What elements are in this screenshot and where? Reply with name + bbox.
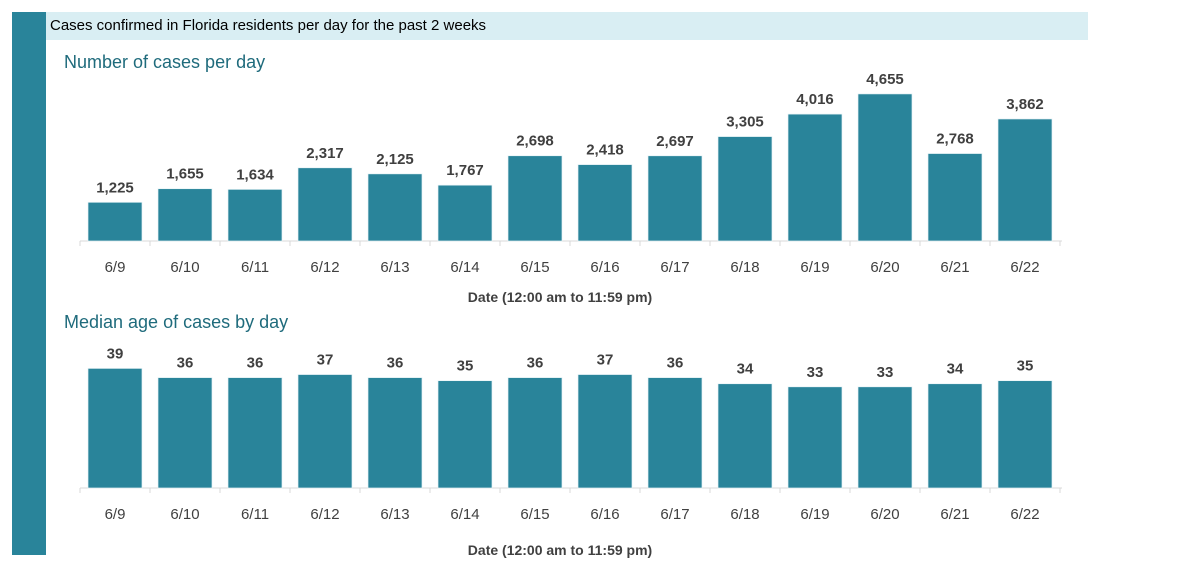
x-tick-label: 6/13 (380, 506, 409, 523)
chart-title-cases: Number of cases per day (64, 52, 266, 72)
bar (927, 383, 983, 489)
x-tick-label: 6/18 (730, 259, 759, 276)
data-label: 36 (667, 355, 684, 372)
data-label: 36 (527, 355, 544, 372)
x-tick-label: 6/17 (660, 259, 689, 276)
data-label: 2,768 (936, 131, 974, 148)
data-label: 36 (387, 355, 404, 372)
x-tick-label: 6/20 (870, 506, 899, 523)
data-label: 35 (1017, 358, 1034, 375)
bar (437, 380, 493, 489)
section-header: Cases confirmed in Florida residents per… (46, 12, 1088, 40)
bar (367, 173, 423, 242)
bar (997, 380, 1053, 489)
data-label: 4,655 (866, 71, 904, 88)
bar (647, 377, 703, 489)
bar (997, 118, 1053, 242)
x-tick-label: 6/16 (590, 506, 619, 523)
x-tick-label: 6/17 (660, 506, 689, 523)
x-tick-label: 6/21 (940, 506, 969, 523)
x-tick-label: 6/18 (730, 506, 759, 523)
x-tick-label: 6/13 (380, 259, 409, 276)
x-tick-label: 6/12 (310, 259, 339, 276)
x-tick-label: 6/10 (170, 506, 199, 523)
bar (507, 377, 563, 489)
x-tick-label: 6/11 (241, 259, 269, 276)
x-tick-label: 6/12 (310, 506, 339, 523)
x-tick-label: 6/21 (940, 259, 969, 276)
data-label: 4,016 (796, 91, 834, 108)
accent-sidebar (12, 12, 46, 555)
data-label: 33 (807, 364, 824, 381)
data-label: 2,698 (516, 133, 554, 150)
data-label: 2,125 (376, 151, 414, 168)
x-tick-label: 6/15 (520, 259, 549, 276)
bar (297, 167, 353, 242)
bar (507, 155, 563, 242)
bar (857, 386, 913, 489)
bar (367, 377, 423, 489)
data-label: 33 (877, 364, 894, 381)
bar (717, 383, 773, 489)
x-tick-label: 6/19 (800, 506, 829, 523)
x-tick-label: 6/19 (800, 259, 829, 276)
data-label: 2,317 (306, 145, 344, 162)
bar (437, 184, 493, 242)
data-label: 2,697 (656, 133, 694, 150)
x-tick-label: 6/14 (450, 506, 479, 523)
bar (577, 374, 633, 489)
data-label: 35 (457, 358, 474, 375)
bar (157, 188, 213, 242)
bar (787, 113, 843, 242)
data-label: 1,225 (96, 179, 134, 196)
x-tick-label: 6/9 (105, 259, 126, 276)
bar (857, 93, 913, 242)
bar (87, 368, 143, 489)
data-label: 36 (247, 355, 264, 372)
bar (717, 136, 773, 242)
data-label: 34 (947, 361, 964, 378)
x-tick-label: 6/14 (450, 259, 479, 276)
x-tick-label: 6/16 (590, 259, 619, 276)
x-tick-label: 6/15 (520, 506, 549, 523)
data-label: 3,305 (726, 114, 764, 131)
bar (297, 374, 353, 489)
data-label: 36 (177, 355, 194, 372)
bar (787, 386, 843, 489)
chart-title-age: Median age of cases by day (64, 312, 289, 332)
x-tick-label: 6/10 (170, 259, 199, 276)
bar (157, 377, 213, 489)
data-label: 37 (597, 352, 614, 369)
x-tick-label: 6/9 (105, 506, 126, 523)
section-title: Cases confirmed in Florida residents per… (50, 17, 487, 34)
data-label: 3,862 (1006, 96, 1044, 113)
data-label: 1,767 (446, 162, 484, 179)
bar (647, 155, 703, 242)
x-tick-label: 6/20 (870, 259, 899, 276)
bar (227, 189, 283, 242)
x-tick-label: 6/22 (1010, 506, 1039, 523)
x-tick-label: 6/11 (241, 506, 269, 523)
data-label: 39 (107, 345, 124, 362)
data-label: 37 (317, 352, 334, 369)
data-label: 1,634 (236, 166, 274, 183)
bar (577, 164, 633, 242)
data-label: 2,418 (586, 142, 624, 159)
x-tick-label: 6/22 (1010, 259, 1039, 276)
bar (87, 201, 143, 242)
data-label: 34 (737, 361, 754, 378)
bar (227, 377, 283, 489)
bar (927, 153, 983, 242)
x-axis-title: Date (12:00 am to 11:59 pm) (468, 542, 652, 558)
x-axis-title: Date (12:00 am to 11:59 pm) (468, 289, 652, 305)
data-label: 1,655 (166, 166, 204, 183)
